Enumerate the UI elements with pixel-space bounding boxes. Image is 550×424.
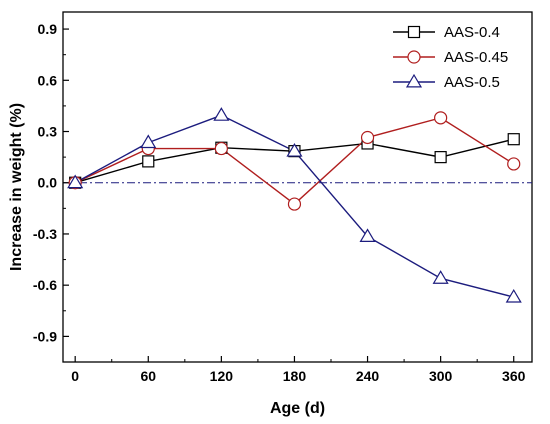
y-tick-label: -0.3 [33, 226, 57, 242]
plot-frame [62, 11, 533, 363]
data-point-aas-0.45 [507, 157, 521, 171]
x-tick-label: 300 [429, 368, 453, 384]
data-point-aas-0.5 [505, 288, 522, 303]
data-point-aas-0.4 [142, 155, 155, 168]
data-point-aas-0.5 [359, 228, 376, 243]
x-tick-label: 60 [140, 368, 156, 384]
y-tick-label: 0.3 [38, 124, 58, 140]
legend-label: AAS-0.5 [444, 74, 500, 91]
data-point-aas-0.45 [434, 111, 448, 125]
y-tick-label: 0.6 [38, 72, 58, 88]
data-point-aas-0.4 [507, 133, 520, 146]
y-axis-title: Increase in weight (%) [8, 103, 25, 271]
legend-label: AAS-0.45 [444, 49, 508, 66]
y-tick-label: -0.9 [33, 328, 57, 344]
data-point-aas-0.5 [140, 134, 157, 149]
y-tick-label: -0.6 [33, 277, 57, 293]
y-tick-label: 0.9 [38, 21, 58, 37]
data-point-aas-0.45 [287, 197, 302, 211]
data-point-aas-0.45 [214, 141, 228, 156]
series-line-aas-0.45 [74, 117, 515, 205]
x-tick-label: 0 [71, 368, 79, 384]
x-tick-label: 180 [283, 368, 307, 384]
legend-marker [407, 25, 421, 39]
y-tick-label: 0.0 [38, 175, 58, 191]
legend-marker [407, 50, 421, 64]
legend-marker [405, 73, 423, 88]
data-point-aas-0.5 [213, 107, 230, 121]
data-point-aas-0.45 [360, 130, 375, 145]
data-point-aas-0.5 [432, 270, 449, 284]
x-axis-title: Age (d) [270, 400, 325, 417]
data-point-aas-0.5 [67, 174, 84, 189]
x-tick-label: 120 [210, 368, 234, 384]
x-tick-label: 240 [356, 368, 380, 384]
legend-label: AAS-0.4 [444, 24, 500, 41]
data-point-aas-0.5 [286, 142, 303, 157]
data-point-aas-0.4 [434, 151, 447, 164]
x-tick-label: 360 [502, 368, 526, 384]
